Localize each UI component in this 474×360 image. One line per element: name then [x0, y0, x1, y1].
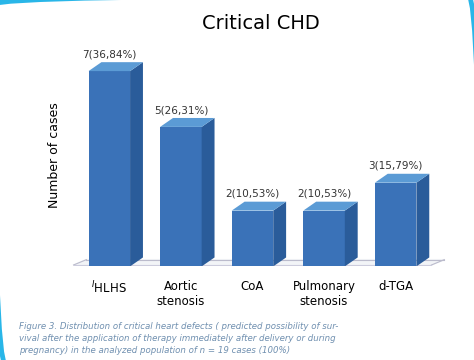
- Polygon shape: [273, 202, 286, 266]
- Text: 7(36,84%): 7(36,84%): [82, 49, 137, 59]
- Polygon shape: [201, 118, 215, 266]
- Polygon shape: [232, 202, 286, 211]
- Polygon shape: [160, 118, 215, 127]
- Polygon shape: [303, 202, 358, 211]
- Text: 2(10,53%): 2(10,53%): [297, 189, 351, 199]
- Text: Figure 3. Distribution of critical heart defects ( predicted possibility of sur-: Figure 3. Distribution of critical heart…: [19, 322, 338, 355]
- Polygon shape: [160, 127, 201, 266]
- Text: 5(26,31%): 5(26,31%): [154, 105, 208, 115]
- Polygon shape: [416, 174, 429, 266]
- Y-axis label: Number of cases: Number of cases: [48, 102, 61, 208]
- Polygon shape: [303, 211, 345, 266]
- Polygon shape: [345, 202, 358, 266]
- Polygon shape: [375, 174, 429, 183]
- Polygon shape: [130, 62, 143, 266]
- Polygon shape: [73, 265, 431, 266]
- Polygon shape: [375, 183, 416, 266]
- Polygon shape: [73, 260, 444, 265]
- Text: 3(15,79%): 3(15,79%): [368, 161, 423, 171]
- Polygon shape: [89, 62, 143, 71]
- Text: 2(10,53%): 2(10,53%): [225, 189, 280, 199]
- Polygon shape: [232, 211, 273, 266]
- Title: Critical CHD: Critical CHD: [202, 14, 319, 33]
- Polygon shape: [89, 71, 130, 266]
